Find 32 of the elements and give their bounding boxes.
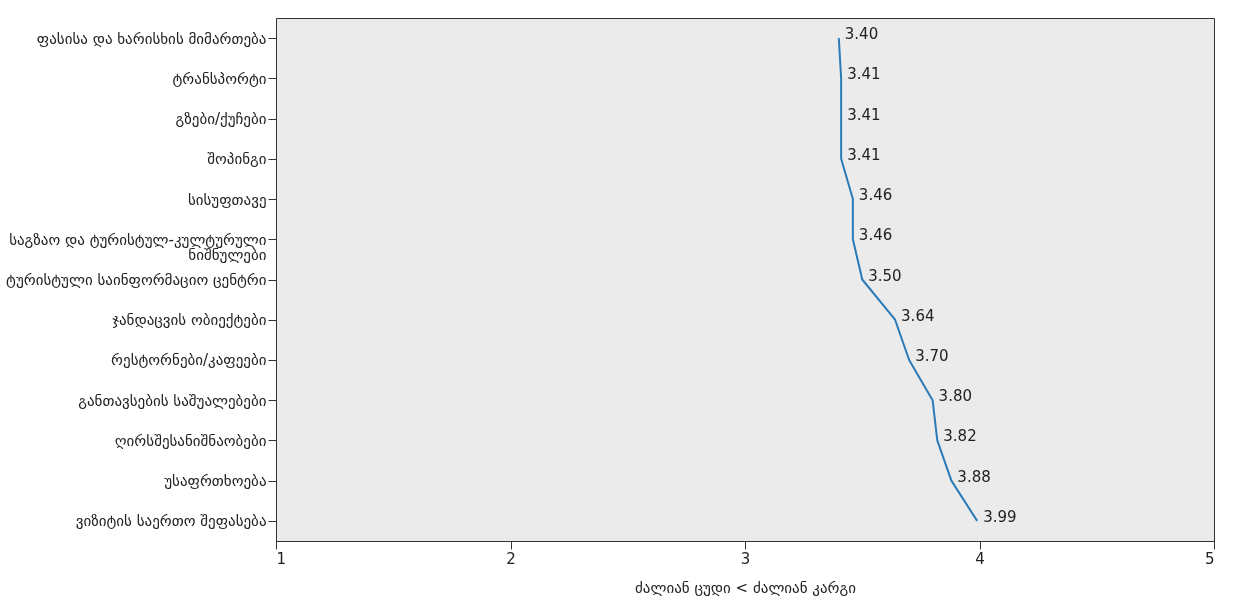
- y-tick-label: ფასისა და ხარისხის მიმართება: [36, 29, 267, 48]
- y-tick-label: შოპინგი: [207, 150, 267, 169]
- text: 3.82: [943, 427, 977, 446]
- x-axis-title: ძალიან ცუდი < ძალიან კარგი: [634, 578, 857, 597]
- x-tick-label: 3: [740, 549, 751, 568]
- x-tick-label: 1: [276, 549, 287, 568]
- y-tick-label: ღირსშესანიშნაობები: [114, 431, 267, 450]
- text: 3.88: [957, 467, 991, 486]
- text: 3.41: [847, 105, 881, 124]
- text: 3.41: [847, 65, 881, 84]
- x-tick-label: 5: [1204, 549, 1215, 568]
- y-tick-label: უსაფრთხოება: [164, 472, 267, 491]
- x-tick-label: 2: [506, 549, 516, 568]
- y-tick-label: ჯანდაცვის ობიექტები: [112, 311, 267, 330]
- y-tick-label: ტრანსპორტი: [172, 69, 267, 88]
- y-tick-label: ვიზიტის საერთო შეფასება: [75, 512, 267, 531]
- y-tick-label: სისუფთავე: [187, 190, 267, 209]
- text: 3.80: [938, 387, 973, 406]
- y-tick-label: გზები/ქუჩები: [175, 110, 267, 129]
- x-tick-label: 4: [975, 549, 985, 568]
- y-tick-label: განთავსების საშუალებები: [78, 391, 267, 410]
- y-tick-label: რესტორნები/კაფეები: [111, 351, 267, 370]
- text: 3.64: [901, 306, 935, 325]
- text: 3.50: [868, 266, 902, 285]
- text: 3.70: [915, 346, 949, 365]
- text: 3.40: [844, 25, 879, 44]
- text: 3.46: [858, 186, 893, 205]
- y-tick-label: საგზაო და ტურისტულ-კულტურული ნიშნულები: [9, 230, 267, 264]
- y-tick-label: ტურისტული საინფორმაციო ცენტრი: [6, 271, 267, 289]
- text: 3.99: [983, 507, 1017, 526]
- text: 3.46: [858, 226, 893, 245]
- text: 3.41: [847, 145, 881, 164]
